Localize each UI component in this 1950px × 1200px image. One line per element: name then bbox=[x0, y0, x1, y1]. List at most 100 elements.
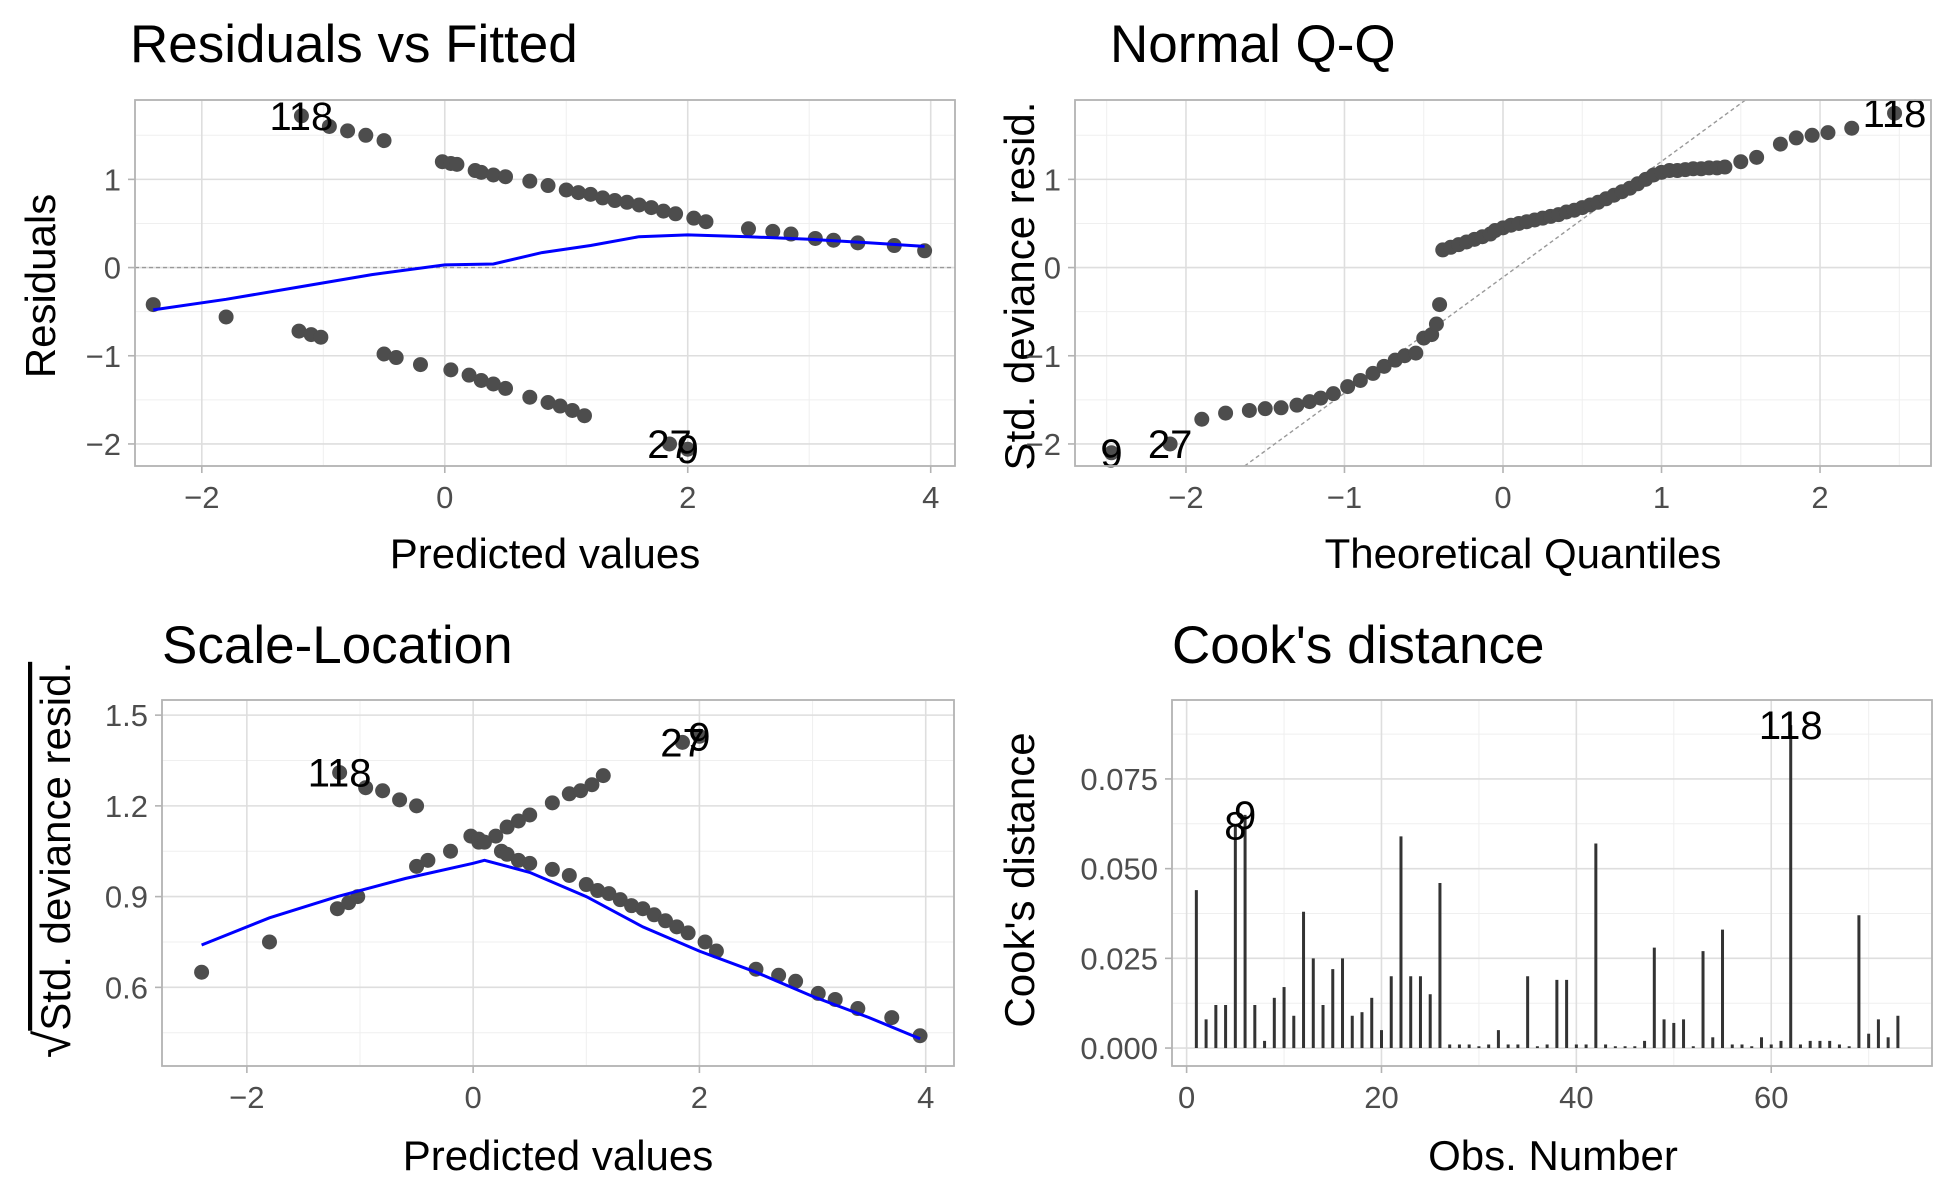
data-point bbox=[1717, 159, 1733, 175]
data-point bbox=[1257, 401, 1273, 417]
panel-title: Normal Q-Q bbox=[1110, 15, 1396, 74]
data-point bbox=[498, 380, 514, 396]
x-tick-label: 1 bbox=[1653, 480, 1670, 515]
data-point bbox=[540, 178, 556, 194]
data-point bbox=[443, 843, 459, 859]
data-point bbox=[261, 934, 277, 950]
data-point bbox=[1365, 365, 1381, 381]
data-point bbox=[584, 777, 600, 793]
data-point bbox=[194, 964, 210, 980]
x-tick-label: −2 bbox=[229, 1080, 264, 1115]
data-point bbox=[558, 182, 574, 198]
data-point bbox=[590, 883, 606, 899]
data-point bbox=[409, 798, 425, 814]
data-point bbox=[740, 221, 756, 237]
data-point bbox=[635, 901, 651, 917]
panel-border bbox=[161, 699, 955, 1067]
x-tick-label: 2 bbox=[1811, 480, 1828, 515]
y-tick-label: 0.6 bbox=[105, 970, 148, 1005]
data-point bbox=[522, 389, 538, 405]
data-point bbox=[332, 765, 348, 781]
data-point bbox=[691, 728, 707, 744]
x-tick-label: −2 bbox=[184, 480, 219, 515]
x-tick-label: −1 bbox=[1327, 480, 1362, 515]
data-point bbox=[218, 309, 234, 325]
y-tick-label: 0 bbox=[1044, 251, 1061, 286]
x-tick-label: 0 bbox=[436, 480, 453, 515]
smooth-line bbox=[201, 858, 921, 1041]
data-point bbox=[1772, 136, 1788, 152]
x-axis-title: Obs. Number bbox=[1428, 1132, 1678, 1179]
panel-title: Scale-Location bbox=[162, 616, 513, 675]
data-point bbox=[358, 127, 374, 143]
point-label: 27 bbox=[660, 721, 705, 765]
panel-residuals-vs-fitted: Residuals vs Fitted Predicted values Res… bbox=[17, 15, 956, 577]
data-point bbox=[643, 200, 659, 216]
data-point bbox=[573, 783, 589, 799]
x-tick-label: 2 bbox=[679, 480, 696, 515]
data-point bbox=[1273, 400, 1289, 416]
y-tick-label: 1 bbox=[1044, 162, 1061, 197]
data-point bbox=[686, 210, 702, 226]
data-point bbox=[522, 855, 538, 871]
data-point bbox=[293, 108, 309, 124]
data-point bbox=[449, 156, 465, 172]
y-tick-label: 0.9 bbox=[105, 880, 148, 915]
data-point bbox=[698, 214, 714, 230]
x-tick-label: 0 bbox=[1494, 480, 1511, 515]
data-point bbox=[1820, 125, 1836, 141]
data-point bbox=[1887, 105, 1903, 121]
point-label: 9 bbox=[1100, 432, 1122, 476]
data-point bbox=[607, 193, 623, 209]
x-tick-label: −2 bbox=[1168, 480, 1203, 515]
data-point bbox=[1804, 127, 1820, 143]
data-point bbox=[499, 846, 515, 862]
data-point bbox=[388, 350, 404, 366]
data-point bbox=[912, 1028, 928, 1044]
point-label: 8 bbox=[1224, 805, 1246, 849]
data-point bbox=[443, 362, 459, 378]
data-point bbox=[291, 323, 307, 339]
data-point bbox=[412, 357, 428, 373]
data-point bbox=[473, 372, 489, 388]
point-label: 118 bbox=[1759, 704, 1823, 748]
data-point bbox=[1340, 379, 1356, 395]
data-point bbox=[576, 408, 592, 424]
data-point bbox=[601, 886, 617, 902]
data-point bbox=[473, 164, 489, 180]
data-point bbox=[1376, 358, 1392, 374]
smooth-line bbox=[152, 233, 925, 312]
y-tick-label: 1.2 bbox=[105, 789, 148, 824]
panel-title: Residuals vs Fitted bbox=[130, 15, 578, 74]
data-point bbox=[662, 436, 678, 452]
x-tick-label: 40 bbox=[1559, 1080, 1593, 1115]
plot-area: −2 0 2 4 0.6 0.9 1.2 1.5 118 279 bbox=[105, 698, 955, 1115]
data-point bbox=[376, 133, 392, 149]
point-label: 27 bbox=[1148, 423, 1193, 467]
y-tick-label: −2 bbox=[86, 427, 121, 462]
data-point bbox=[552, 398, 568, 414]
data-point bbox=[1162, 436, 1178, 452]
y-axis-title-text: Std. deviance resid. bbox=[32, 662, 79, 1031]
data-point bbox=[485, 167, 501, 183]
data-point bbox=[631, 197, 647, 213]
data-point bbox=[1844, 120, 1860, 136]
y-axis-title: √Std. deviance resid. bbox=[25, 662, 81, 1058]
x-tick-label: 2 bbox=[691, 1080, 708, 1115]
data-point bbox=[485, 376, 501, 392]
data-point bbox=[358, 780, 374, 796]
panel-title: Cook's distance bbox=[1172, 616, 1544, 675]
point-label: 9 bbox=[677, 428, 699, 472]
y-tick-label: −1 bbox=[86, 339, 121, 374]
data-point bbox=[375, 783, 391, 799]
data-point bbox=[1428, 316, 1444, 332]
data-point bbox=[680, 441, 696, 457]
y-tick-label: 1.5 bbox=[105, 698, 148, 733]
data-point bbox=[1289, 397, 1305, 413]
data-point bbox=[1408, 345, 1424, 361]
data-point bbox=[1218, 405, 1234, 421]
data-point bbox=[668, 206, 684, 222]
data-point bbox=[884, 1010, 900, 1026]
data-point bbox=[564, 402, 580, 418]
